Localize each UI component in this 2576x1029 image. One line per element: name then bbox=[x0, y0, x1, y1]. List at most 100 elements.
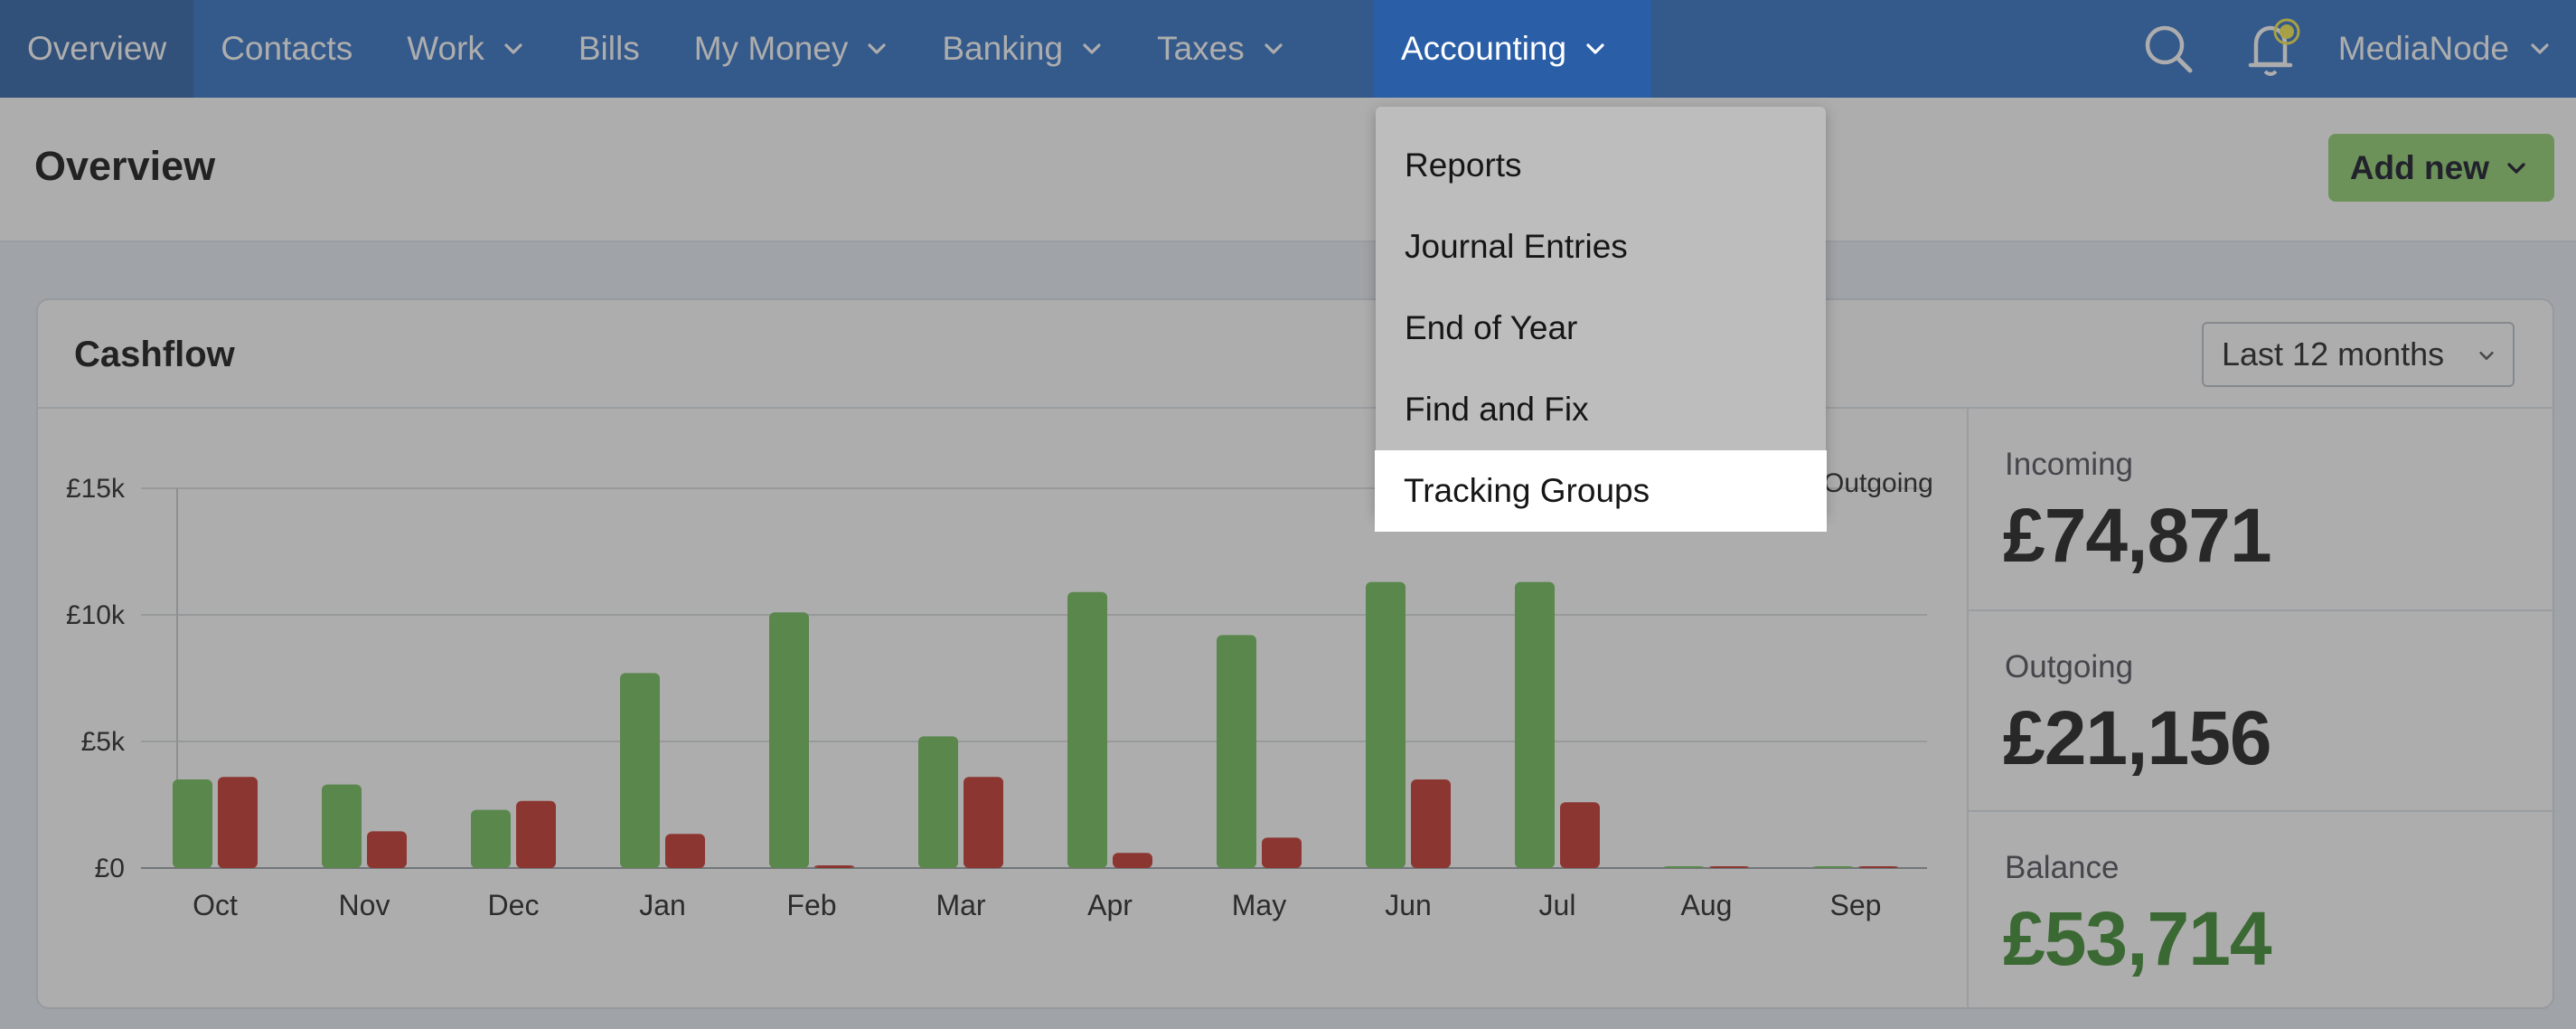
chevron-down-icon bbox=[2507, 162, 2525, 174]
add-new-button[interactable]: Add new bbox=[2327, 134, 2554, 202]
cashflow-chart: £0 £5k £10k £15k Oct Nov Dec Jan Feb Mar Apr May Jun… bbox=[38, 409, 1967, 1009]
user-name: MediaNode bbox=[2337, 30, 2509, 67]
stat-outgoing: Outgoing £21,156 bbox=[1969, 609, 2556, 810]
bar-outgoing[interactable] bbox=[1560, 802, 1600, 868]
bar-incoming[interactable] bbox=[918, 736, 958, 868]
nav-taxes[interactable]: Taxes bbox=[1130, 0, 1312, 98]
nav-accounting-label: Accounting bbox=[1401, 30, 1567, 67]
chevron-down-icon bbox=[2531, 43, 2549, 54]
cashflow-title: Cashflow bbox=[74, 335, 235, 374]
bar-incoming[interactable] bbox=[1067, 591, 1107, 868]
page-title: Overview bbox=[34, 143, 216, 189]
legend-outgoing: Outgoing bbox=[1823, 468, 1933, 498]
nav-overview[interactable]: Overview bbox=[0, 0, 194, 98]
y-tick-label: £5k bbox=[81, 727, 126, 757]
nav-right: MediaNode bbox=[2132, 0, 2576, 98]
nav-taxes-label: Taxes bbox=[1157, 30, 1245, 67]
y-tick-label: £0 bbox=[95, 854, 125, 883]
stat-incoming: Incoming £74,871 bbox=[1969, 409, 2556, 609]
bar-outgoing[interactable] bbox=[516, 800, 556, 868]
bar-incoming[interactable] bbox=[620, 673, 660, 868]
bar-outgoing[interactable] bbox=[1262, 837, 1302, 868]
notifications-button[interactable] bbox=[2239, 0, 2311, 98]
menu-item-reports[interactable]: Reports bbox=[1405, 146, 1522, 184]
y-tick-label: £15k bbox=[66, 474, 126, 504]
stat-outgoing-label: Outgoing bbox=[2005, 649, 2134, 684]
user-menu[interactable]: MediaNode bbox=[2311, 30, 2576, 68]
stat-incoming-value: £74,871 bbox=[2003, 493, 2272, 578]
bar-outgoing[interactable] bbox=[367, 831, 407, 868]
menu-item-tracking-groups[interactable]: Tracking Groups bbox=[1375, 450, 1827, 532]
bar-incoming[interactable] bbox=[173, 779, 212, 868]
bar-outgoing[interactable] bbox=[1113, 853, 1152, 868]
bar-outgoing[interactable] bbox=[1411, 779, 1451, 868]
nav-contacts-label: Contacts bbox=[221, 30, 353, 67]
cashflow-card: Cashflow Last 12 months £0 £5k £10k £15k Oct… bbox=[36, 298, 2556, 1011]
stat-balance: Balance £53,714 bbox=[1969, 810, 2556, 1011]
accounting-dropdown: Reports Journal Entries End of Year Find… bbox=[1375, 107, 1827, 532]
nav-banking-label: Banking bbox=[942, 30, 1064, 67]
page-header: Overview Add new bbox=[0, 98, 2576, 242]
x-tick-label: Apr bbox=[1087, 889, 1133, 921]
add-new-label: Add new bbox=[2349, 148, 2489, 186]
x-tick-label: Mar bbox=[935, 889, 985, 921]
stat-balance-label: Balance bbox=[2005, 850, 2120, 885]
bar-outgoing[interactable] bbox=[1858, 866, 1898, 868]
x-tick-label: Dec bbox=[488, 889, 540, 921]
y-tick-label: £10k bbox=[66, 600, 126, 630]
bell-icon bbox=[2248, 18, 2300, 76]
chevron-down-icon bbox=[1586, 43, 1604, 54]
bar-outgoing[interactable] bbox=[964, 777, 1003, 868]
chevron-down-icon bbox=[504, 43, 522, 54]
nav-accounting[interactable]: Accounting bbox=[1374, 0, 1651, 98]
stat-outgoing-value: £21,156 bbox=[2003, 695, 2272, 780]
period-select-value: Last 12 months bbox=[2222, 335, 2445, 373]
menu-item-end-of-year[interactable]: End of Year bbox=[1405, 309, 1578, 346]
bar-incoming[interactable] bbox=[1217, 635, 1256, 868]
top-nav: Overview Contacts Work Bills My Money Ba… bbox=[0, 0, 2576, 98]
bar-incoming[interactable] bbox=[322, 784, 362, 868]
bar-outgoing[interactable] bbox=[814, 865, 854, 868]
nav-my-money[interactable]: My Money bbox=[667, 0, 916, 98]
cashflow-chart-svg: £0 £5k £10k £15k Oct Nov Dec Jan Feb Mar Apr May Jun… bbox=[66, 474, 1927, 921]
x-tick-label: Sep bbox=[1830, 889, 1882, 921]
nav-contacts[interactable]: Contacts bbox=[193, 0, 380, 98]
chevron-down-icon bbox=[1264, 43, 1283, 54]
nav-banking[interactable]: Banking bbox=[915, 0, 1130, 98]
bar-incoming[interactable] bbox=[1515, 581, 1555, 868]
period-select[interactable]: Last 12 months bbox=[2202, 322, 2515, 387]
chevron-down-icon bbox=[2479, 351, 2494, 360]
bar-incoming[interactable] bbox=[1366, 581, 1406, 868]
nav-my-money-label: My Money bbox=[693, 30, 849, 67]
bar-incoming[interactable] bbox=[471, 809, 511, 868]
x-tick-label: Aug bbox=[1681, 889, 1733, 921]
bar-incoming[interactable] bbox=[1664, 866, 1704, 868]
chevron-down-icon bbox=[868, 43, 886, 54]
x-tick-label: Oct bbox=[193, 889, 238, 921]
x-tick-label: Jun bbox=[1385, 889, 1432, 921]
nav-overview-label: Overview bbox=[27, 30, 167, 67]
nav-work-label: Work bbox=[407, 30, 484, 67]
x-tick-label: May bbox=[1232, 889, 1286, 921]
stat-incoming-label: Incoming bbox=[2005, 447, 2134, 482]
x-tick-label: Jul bbox=[1539, 889, 1576, 921]
menu-item-find-and-fix[interactable]: Find and Fix bbox=[1405, 391, 1589, 428]
cashflow-stats: Incoming £74,871 Outgoing £21,156 Balanc… bbox=[1967, 409, 2556, 1011]
x-tick-label: Nov bbox=[339, 889, 390, 921]
chevron-down-icon bbox=[1083, 43, 1101, 54]
x-tick-label: Jan bbox=[639, 889, 686, 921]
bar-outgoing[interactable] bbox=[665, 834, 705, 868]
nav-bills-label: Bills bbox=[578, 30, 640, 67]
bar-outgoing[interactable] bbox=[1709, 866, 1749, 868]
nav-bills[interactable]: Bills bbox=[551, 0, 667, 98]
bar-outgoing[interactable] bbox=[218, 777, 258, 868]
stat-balance-value: £53,714 bbox=[2003, 896, 2272, 981]
x-tick-label: Feb bbox=[786, 889, 836, 921]
cashflow-card-header: Cashflow Last 12 months bbox=[38, 300, 2552, 409]
search-icon bbox=[2145, 25, 2193, 73]
bar-incoming[interactable] bbox=[1813, 866, 1853, 868]
bar-incoming[interactable] bbox=[769, 612, 809, 868]
nav-work[interactable]: Work bbox=[380, 0, 551, 98]
search-button[interactable] bbox=[2132, 0, 2205, 98]
menu-item-journal-entries[interactable]: Journal Entries bbox=[1405, 228, 1628, 265]
